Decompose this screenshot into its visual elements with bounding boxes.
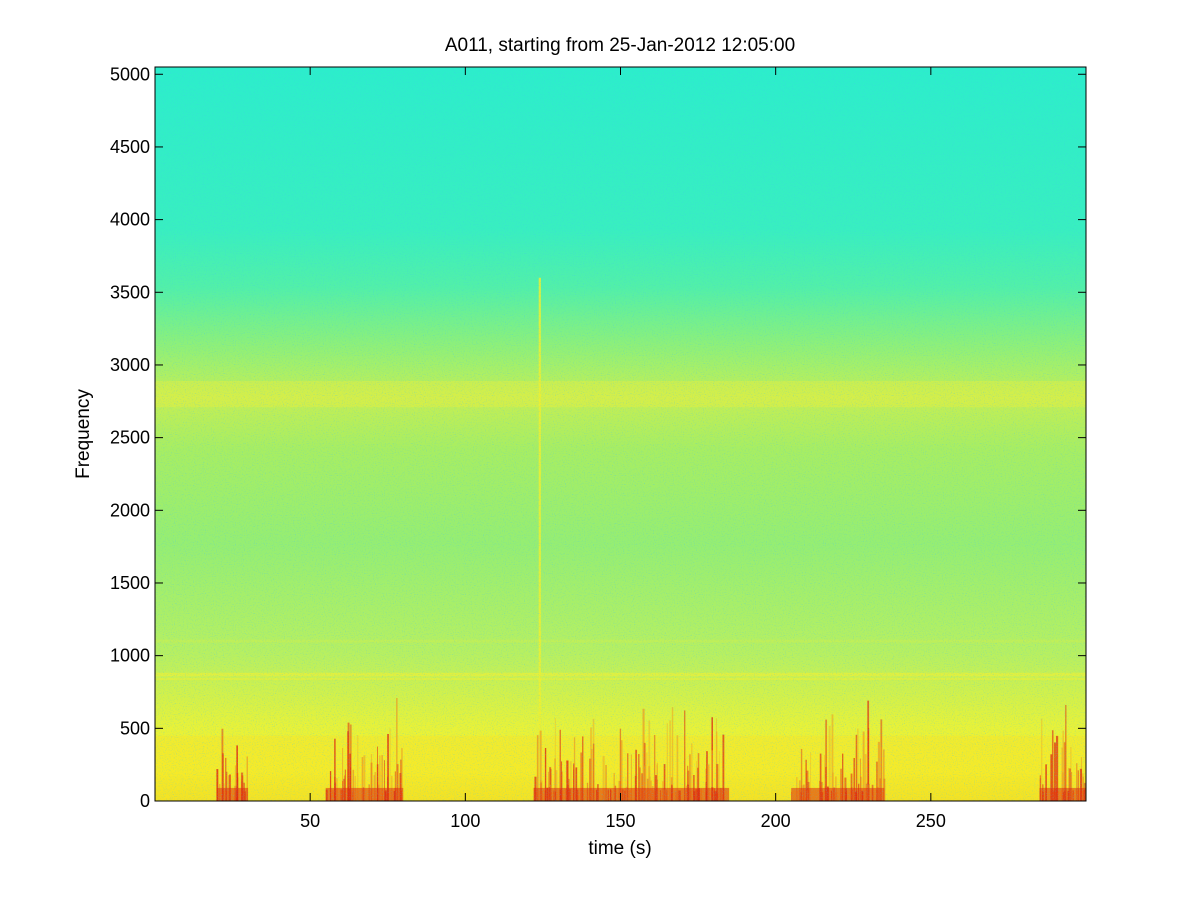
spectrogram-noise: [155, 67, 1086, 801]
y-tick-label: 0: [140, 791, 150, 811]
y-tick-label: 1500: [110, 573, 150, 593]
x-tick-label: 200: [761, 811, 791, 831]
y-tick-label: 5000: [110, 64, 150, 84]
y-tick-label: 3000: [110, 355, 150, 375]
y-tick-label: 2000: [110, 500, 150, 520]
x-axis-label: time (s): [588, 838, 651, 859]
y-tick-label: 4500: [110, 137, 150, 157]
y-tick-label: 500: [120, 718, 150, 738]
y-tick-label: 3500: [110, 282, 150, 302]
y-axis-label: Frequency: [73, 389, 94, 479]
x-tick-label: 100: [450, 811, 480, 831]
x-tick-label: 150: [605, 811, 635, 831]
x-tick-label: 50: [300, 811, 320, 831]
y-axis: 0 500 1000 1500 2000 2500 3000 3500 4000 4500 5000: [110, 64, 1086, 811]
chart-title: A011, starting from 25-Jan-2012 12:05:00: [445, 35, 795, 56]
plot-area: [155, 67, 1086, 801]
y-tick-label: 1000: [110, 646, 150, 666]
y-tick-label: 4000: [110, 210, 150, 230]
x-axis: 50 100 150 200 250: [300, 67, 946, 831]
x-tick-label: 250: [916, 811, 946, 831]
y-tick-label: 2500: [110, 428, 150, 448]
